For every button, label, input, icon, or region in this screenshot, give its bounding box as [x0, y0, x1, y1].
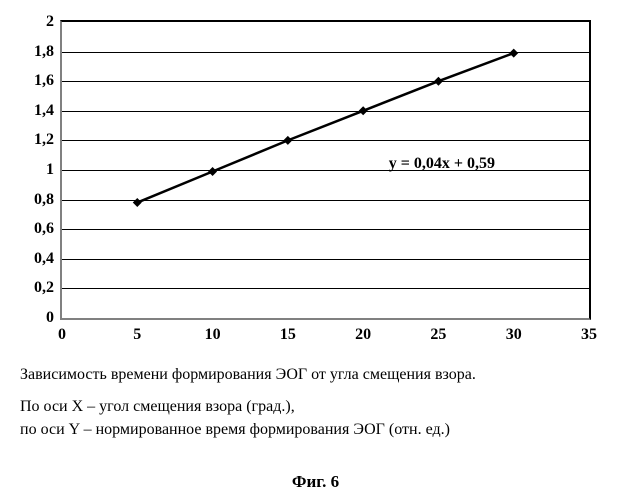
- x-tick-label: 0: [58, 326, 66, 344]
- caption-line-1: Зависимость времени формирования ЭОГ от …: [20, 364, 611, 386]
- caption-line-2: По оси X – угол смещения взора (град.),: [20, 396, 611, 418]
- x-tick-label: 30: [506, 326, 522, 344]
- gridline: [62, 229, 589, 230]
- trend-line: [137, 53, 513, 202]
- gridline: [62, 288, 589, 289]
- y-tick-label: 1: [46, 161, 54, 179]
- x-tick-label: 15: [280, 326, 296, 344]
- caption-block: Зависимость времени формирования ЭОГ от …: [20, 362, 611, 443]
- y-tick-label: 0: [46, 309, 54, 327]
- x-tick-label: 35: [581, 326, 597, 344]
- gridline: [62, 200, 589, 201]
- x-tick-label: 25: [430, 326, 446, 344]
- data-marker: [208, 167, 217, 176]
- figure: y = 0,04x + 0,59 00,20,40,60,811,21,41,6…: [0, 0, 631, 500]
- figure-label: Фиг. 6: [0, 472, 631, 492]
- x-tick-label: 5: [133, 326, 141, 344]
- caption-line-3: по оси Y – нормированное время формирова…: [20, 419, 611, 441]
- gridline: [62, 170, 589, 171]
- y-tick-label: 1,8: [34, 43, 54, 61]
- y-tick-label: 2: [46, 13, 54, 31]
- gridline: [62, 111, 589, 112]
- x-tick-label: 10: [205, 326, 221, 344]
- y-tick-label: 0,6: [34, 220, 54, 238]
- x-tick-label: 20: [355, 326, 371, 344]
- y-tick-label: 0,2: [34, 279, 54, 297]
- y-tick-label: 0,4: [34, 250, 54, 268]
- y-tick-label: 1,6: [34, 72, 54, 90]
- y-tick-label: 1,2: [34, 131, 54, 149]
- gridline: [62, 81, 589, 82]
- plot-area: y = 0,04x + 0,59 00,20,40,60,811,21,41,6…: [60, 20, 591, 320]
- gridline: [62, 140, 589, 141]
- gridline: [62, 52, 589, 53]
- data-marker: [509, 49, 518, 58]
- gridline: [62, 259, 589, 260]
- y-tick-label: 1,4: [34, 102, 54, 120]
- y-tick-label: 0,8: [34, 191, 54, 209]
